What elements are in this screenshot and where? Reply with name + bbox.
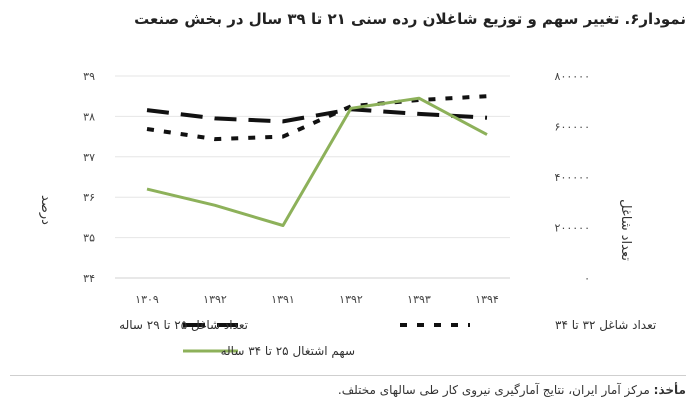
right-tick-label: ۲۰۰۰۰۰ <box>555 222 590 235</box>
x-tick-label: ۱۳۹۱ <box>271 293 295 306</box>
series-line <box>146 96 488 227</box>
series-lines <box>146 94 488 227</box>
right-axis-title: تعداد شاغل <box>618 199 633 261</box>
x-tick-label: ۱۳۰۹ <box>135 293 159 306</box>
source-note: مأخذ: مرکز آمار ایران، نتایج آمارگیری نی… <box>10 383 686 397</box>
right-tick-label: ۴۰۰۰۰۰ <box>555 171 590 184</box>
right-tick-label: ۰ <box>584 272 590 285</box>
chart-title: نمودار۶. تغییر سهم و توزیع شاغلان رده سن… <box>134 10 686 28</box>
right-axis-ticks: ۰ ۲۰۰۰۰۰ ۴۰۰۰۰۰ ۶۰۰۰۰۰ ۸۰۰۰۰۰ <box>555 70 590 285</box>
left-axis-ticks: ۳۴ ۳۵ ۳۶ ۳۷ ۳۸ ۳۹ <box>83 70 95 285</box>
left-tick-label: ۳۶ <box>83 191 95 204</box>
left-tick-label: ۳۸ <box>83 110 95 123</box>
series-line <box>146 107 488 124</box>
left-tick-label: ۳۵ <box>83 232 95 245</box>
x-tick-label: ۱۳۹۳ <box>407 293 431 306</box>
left-tick-label: ۳۹ <box>83 70 95 83</box>
right-tick-label: ۸۰۰۰۰۰ <box>555 70 590 83</box>
source-text: مرکز آمار ایران، نتایج آمارگیری نیروی کا… <box>337 383 654 397</box>
right-tick-label: ۶۰۰۰۰۰ <box>555 121 590 134</box>
legend-label: تعداد شاغل ۳۲ تا ۳۴ <box>555 318 656 332</box>
divider <box>10 375 686 376</box>
series-line <box>146 94 488 142</box>
legend: تعداد شاغل ۲۵ تا ۲۹ ساله تعداد شاغل ۳۲ تا… <box>119 318 656 358</box>
left-axis-title: درصد <box>38 195 53 225</box>
x-tick-label: ۱۳۹۲ <box>339 293 363 306</box>
left-tick-label: ۳۷ <box>83 151 95 164</box>
left-tick-label: ۳۴ <box>83 272 95 285</box>
legend-label: تعداد شاغل ۲۵ تا ۲۹ ساله <box>119 318 248 332</box>
x-tick-label: ۱۳۹۲ <box>203 293 227 306</box>
x-tick-label: ۱۳۹۴ <box>475 293 499 306</box>
source-label: مأخذ: <box>653 383 686 397</box>
x-axis-ticks: ۱۳۰۹ ۱۳۹۲ ۱۳۹۱ ۱۳۹۲ ۱۳۹۳ ۱۳۹۴ <box>135 293 499 306</box>
legend-label: سهم اشتغال ۲۵ تا ۳۴ ساله <box>221 344 355 358</box>
chart-area: ۳۴ ۳۵ ۳۶ ۳۷ ۳۸ ۳۹ ۰ ۲۰۰۰۰۰ ۴۰۰۰۰۰ ۶۰۰۰۰۰ ۸۰۰۰۰۰ ۱… <box>38 70 656 358</box>
